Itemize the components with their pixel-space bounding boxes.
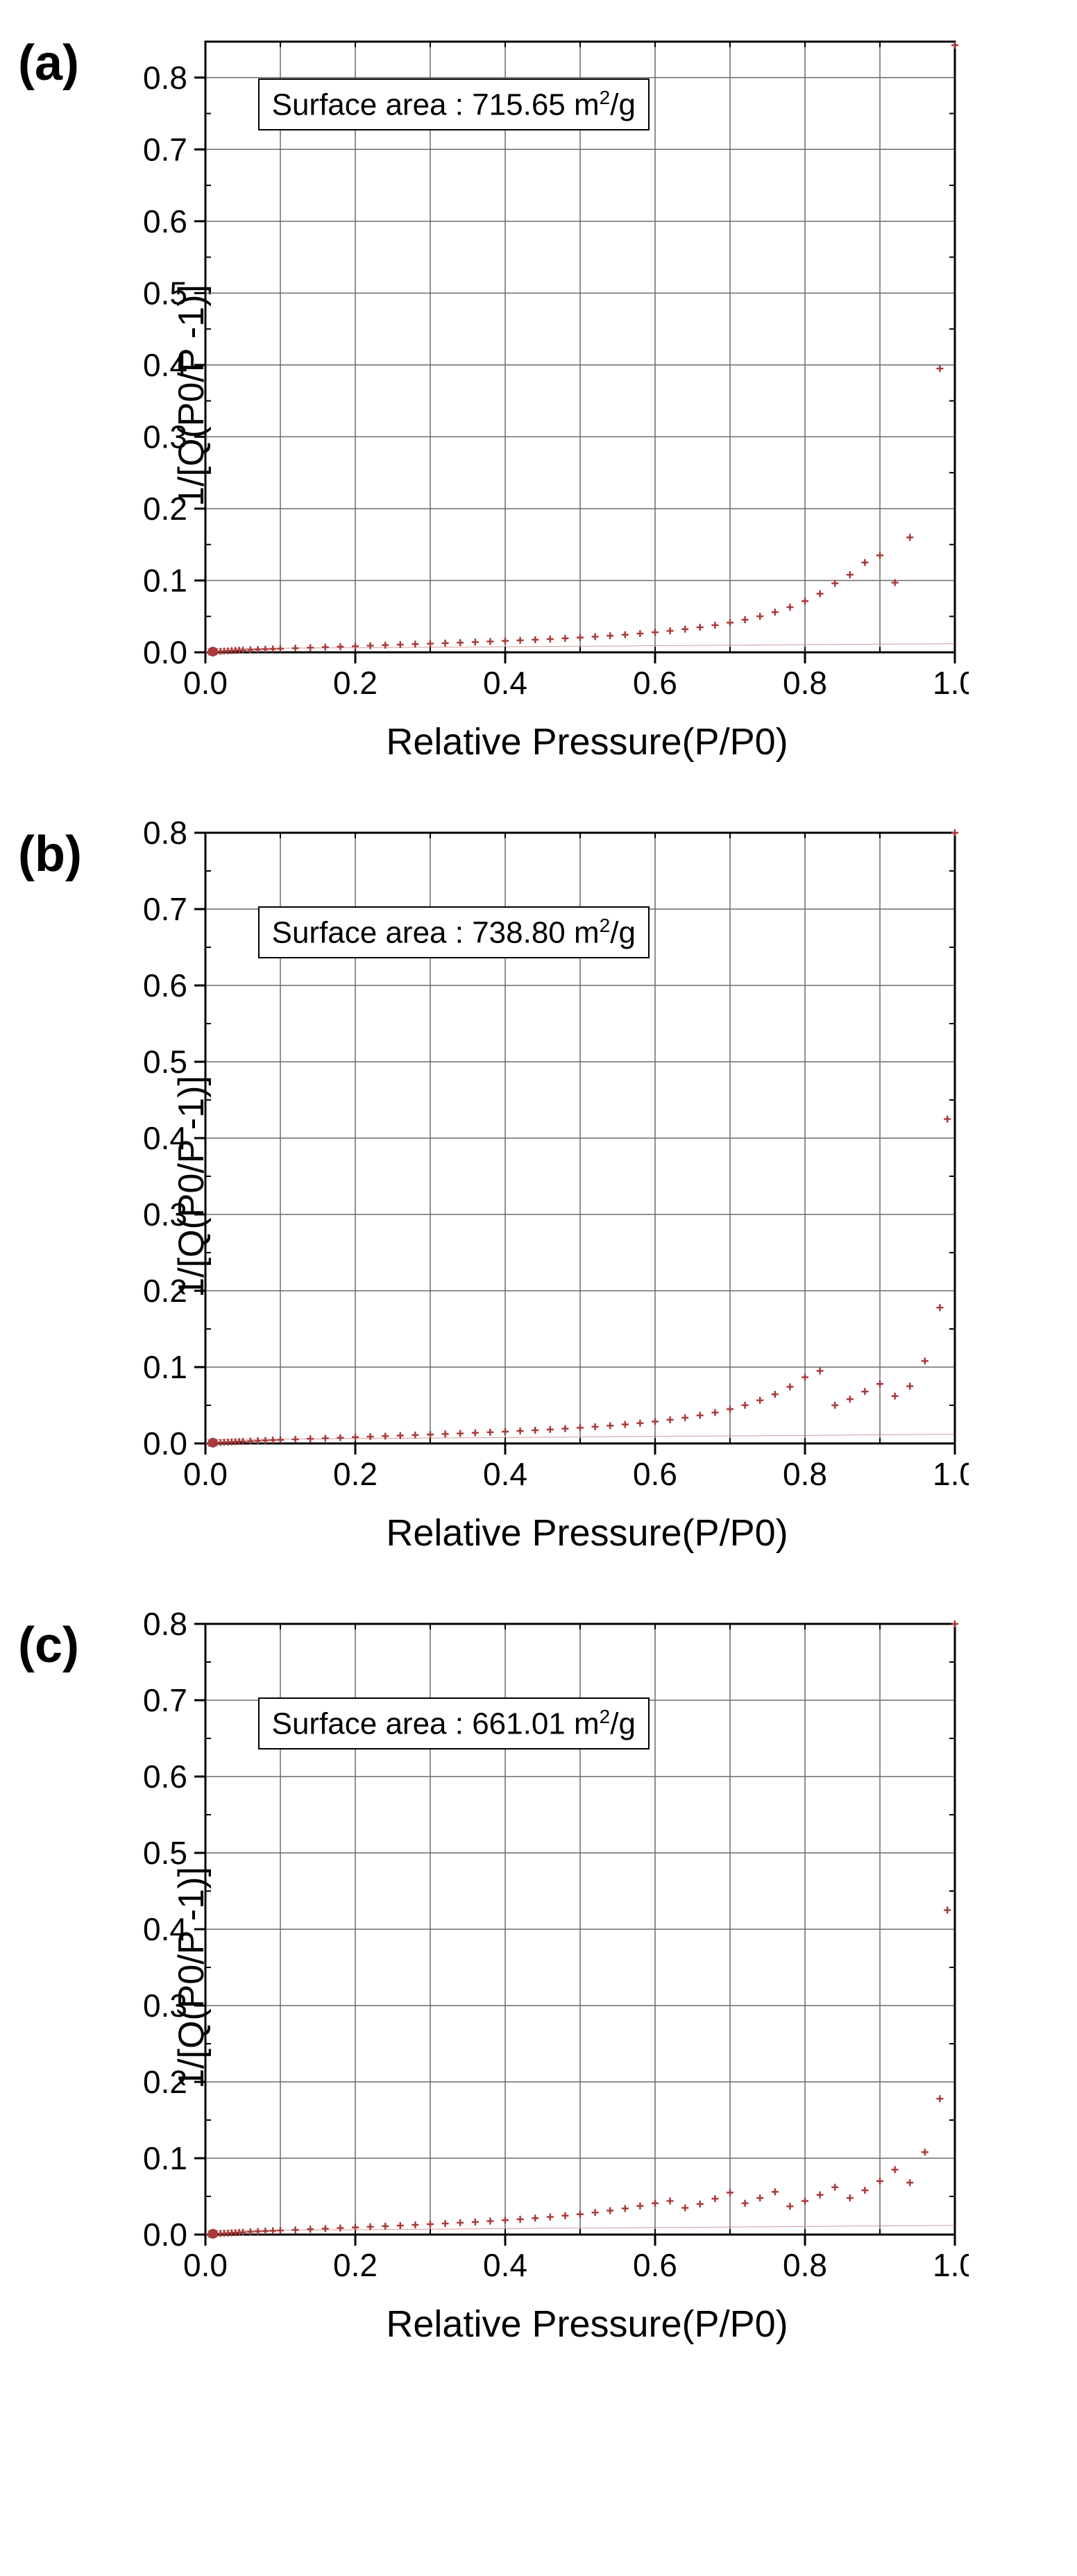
svg-text:0.8: 0.8 [783, 2247, 827, 2283]
svg-text:0.8: 0.8 [143, 819, 187, 851]
svg-text:0.0: 0.0 [143, 2217, 187, 2253]
svg-text:0.4: 0.4 [483, 1456, 527, 1492]
svg-text:0.2: 0.2 [143, 2064, 187, 2100]
annotation-box: Surface area : 661.01 m2/g [258, 1697, 650, 1750]
x-axis-label: Relative Pressure(P/P0) [129, 720, 1007, 763]
svg-text:1.0: 1.0 [933, 1456, 969, 1492]
svg-text:0.2: 0.2 [333, 665, 378, 701]
svg-text:0.4: 0.4 [483, 2247, 527, 2283]
svg-text:1.0: 1.0 [933, 2247, 969, 2283]
svg-text:0.4: 0.4 [143, 1120, 187, 1156]
svg-text:0.7: 0.7 [143, 1682, 187, 1718]
svg-text:0.4: 0.4 [143, 347, 187, 383]
chart-wrap: 1/[Q(P0/P -1)]0.00.20.40.60.81.00.00.10.… [129, 819, 1007, 1554]
svg-text:0.2: 0.2 [333, 2247, 378, 2283]
svg-text:0.2: 0.2 [143, 1273, 187, 1309]
x-axis-label: Relative Pressure(P/P0) [129, 2303, 1007, 2346]
svg-text:0.6: 0.6 [633, 1456, 677, 1492]
svg-text:0.1: 0.1 [143, 1349, 187, 1385]
plot-area: 0.0 0.2 0.4 0.6 0.8 1.0 0.0 0.1 0.2 0.3 0.4 0.5 0.6 0… [129, 28, 1007, 715]
svg-text:0.3: 0.3 [143, 1196, 187, 1232]
svg-text:0.7: 0.7 [143, 891, 187, 927]
annotation-box: Surface area : 715.65 m2/g [258, 78, 650, 131]
panel-label: (c) [18, 1610, 129, 1674]
annotation-box: Surface area : 738.80 m2/g [258, 906, 650, 959]
svg-text:0.3: 0.3 [143, 418, 187, 455]
svg-text:0.0: 0.0 [183, 665, 228, 701]
svg-text:0.1: 0.1 [143, 562, 187, 598]
svg-text:0.0: 0.0 [143, 1425, 187, 1461]
svg-text:0.8: 0.8 [143, 60, 187, 96]
svg-text:0.7: 0.7 [143, 131, 187, 167]
svg-text:0.1: 0.1 [143, 2140, 187, 2176]
figure: (a)1/[Q(P0/P -1)]0.00.20.40.60.81.00.00.… [18, 28, 1059, 2346]
svg-text:0.6: 0.6 [633, 2247, 677, 2283]
plot-area: 0.0 0.2 0.4 0.6 0.8 1.0 0.0 0.1 0.2 0.3 0.4 0.5 0.6 0… [129, 819, 1007, 1506]
svg-text:0.3: 0.3 [143, 1988, 187, 2024]
chart-wrap: 1/[Q(P0/P -1)]0.00.20.40.60.81.00.00.10.… [129, 28, 1007, 763]
svg-text:0.4: 0.4 [143, 1911, 187, 1947]
svg-text:0.8: 0.8 [143, 1610, 187, 1642]
svg-text:0.0: 0.0 [183, 2247, 228, 2283]
svg-text:0.8: 0.8 [783, 1456, 827, 1492]
chart-wrap: 1/[Q(P0/P -1)]0.00.20.40.60.81.00.00.10.… [129, 1610, 1007, 2346]
svg-text:1.0: 1.0 [933, 665, 969, 701]
svg-text:0.5: 0.5 [143, 275, 187, 311]
svg-text:0.6: 0.6 [143, 1759, 187, 1795]
svg-text:0.5: 0.5 [143, 1044, 187, 1080]
svg-text:0.0: 0.0 [183, 1456, 228, 1492]
svg-text:0.6: 0.6 [143, 967, 187, 1003]
chart-svg: 0.0 0.2 0.4 0.6 0.8 1.0 0.0 0.1 0.2 0.3 0.4 0.5 0.6 0… [129, 28, 969, 715]
svg-text:0.0: 0.0 [143, 634, 187, 670]
svg-text:0.4: 0.4 [483, 665, 527, 701]
panel-a: (a)1/[Q(P0/P -1)]0.00.20.40.60.81.00.00.… [18, 28, 1059, 763]
svg-text:0.2: 0.2 [333, 1456, 378, 1492]
plot-area: 0.0 0.2 0.4 0.6 0.8 1.0 0.0 0.1 0.2 0.3 0.4 0.5 0.6 0… [129, 1610, 1007, 2297]
panel-label: (b) [18, 819, 129, 883]
panel-b: (b)1/[Q(P0/P -1)]0.00.20.40.60.81.00.00.… [18, 819, 1059, 1554]
svg-text:0.5: 0.5 [143, 1835, 187, 1871]
panel-c: (c)1/[Q(P0/P -1)]0.00.20.40.60.81.00.00.… [18, 1610, 1059, 2346]
panel-label: (a) [18, 28, 129, 92]
x-axis-label: Relative Pressure(P/P0) [129, 1511, 1007, 1554]
svg-text:0.6: 0.6 [633, 665, 677, 701]
svg-text:0.8: 0.8 [783, 665, 827, 701]
svg-text:0.2: 0.2 [143, 491, 187, 527]
svg-text:0.6: 0.6 [143, 203, 187, 239]
